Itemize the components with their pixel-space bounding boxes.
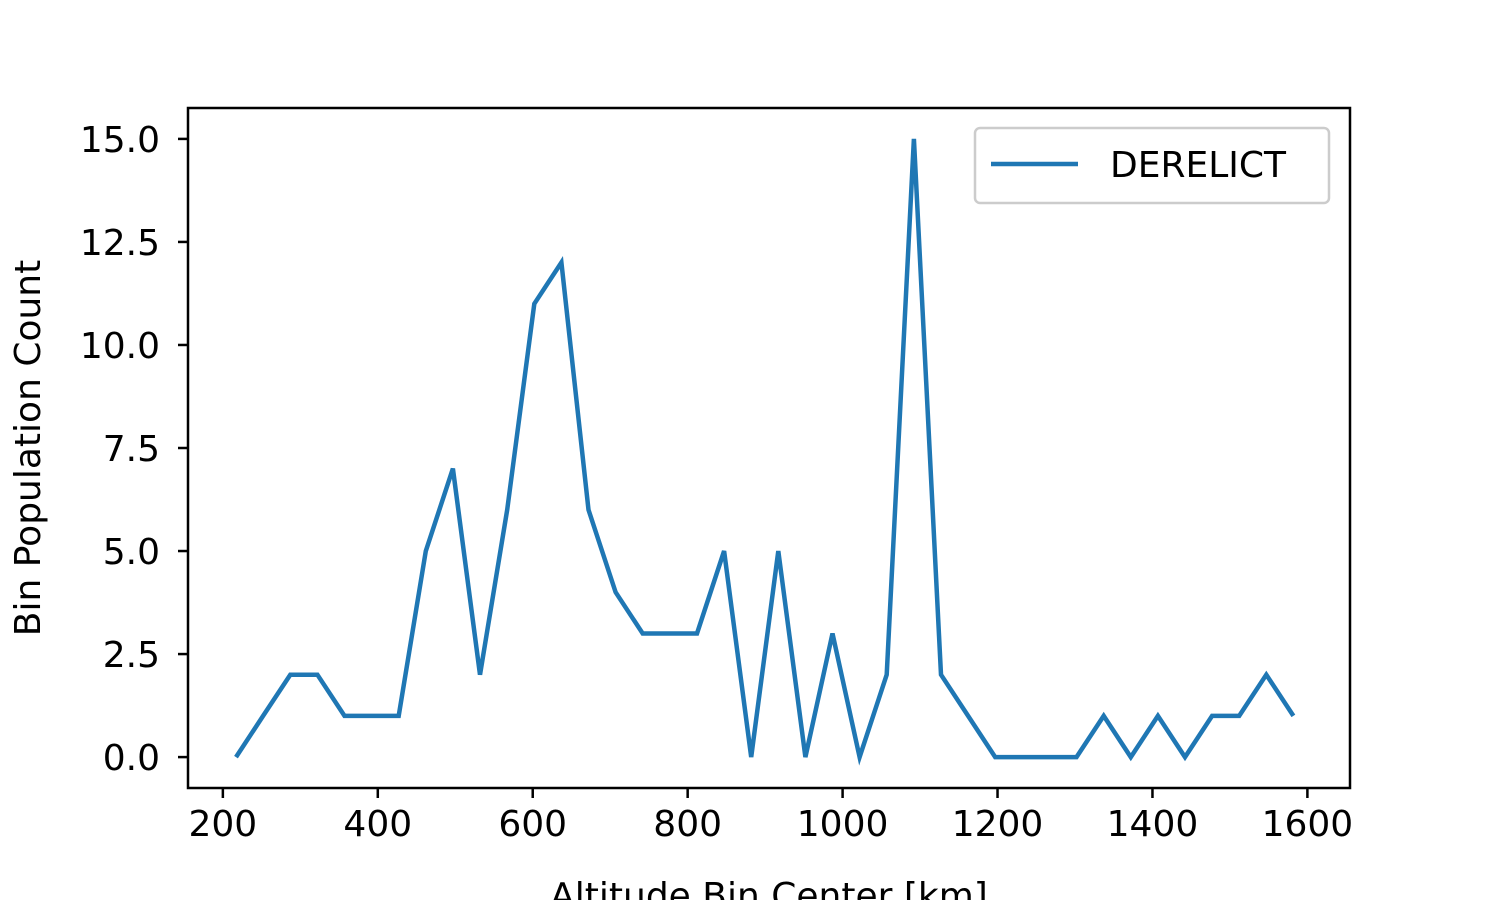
x-tick-label: 600: [498, 804, 567, 845]
x-tick-label: 400: [343, 804, 412, 845]
y-tick-label: 2.5: [103, 635, 160, 676]
series-line-derelict: [234, 138, 1296, 766]
y-tick-label: 12.5: [80, 223, 160, 264]
x-tick-label: 1600: [1262, 804, 1354, 845]
y-tick-label: 5.0: [103, 532, 160, 573]
y-axis-label: Bin Population Count: [8, 260, 49, 636]
y-tick-label: 15.0: [80, 120, 160, 161]
x-tick-label: 1000: [797, 804, 889, 845]
legend-label: DERELICT: [1110, 145, 1287, 186]
y-tick-label: 7.5: [103, 429, 160, 470]
y-axis-ticks: 0.0 2.5 5.0 7.5 10.0 12.5 15.0: [80, 120, 188, 779]
x-tick-label: 800: [653, 804, 722, 845]
y-tick-label: 10.0: [80, 326, 160, 367]
legend-box: [973, 126, 1331, 205]
y-tick-label: 0.0: [103, 738, 160, 779]
x-tick-label: 1200: [952, 804, 1044, 845]
x-axis-label: Altitude Bin Center [km]: [550, 876, 988, 900]
legend: DERELICT: [973, 126, 1331, 205]
plot-area: [188, 108, 1350, 788]
x-tick-label: 1400: [1107, 804, 1199, 845]
series-layer: [234, 138, 1296, 766]
x-axis-ticks: 200 400 600 800 1000 1200 1400 1600: [189, 788, 1354, 845]
x-tick-label: 200: [189, 804, 258, 845]
